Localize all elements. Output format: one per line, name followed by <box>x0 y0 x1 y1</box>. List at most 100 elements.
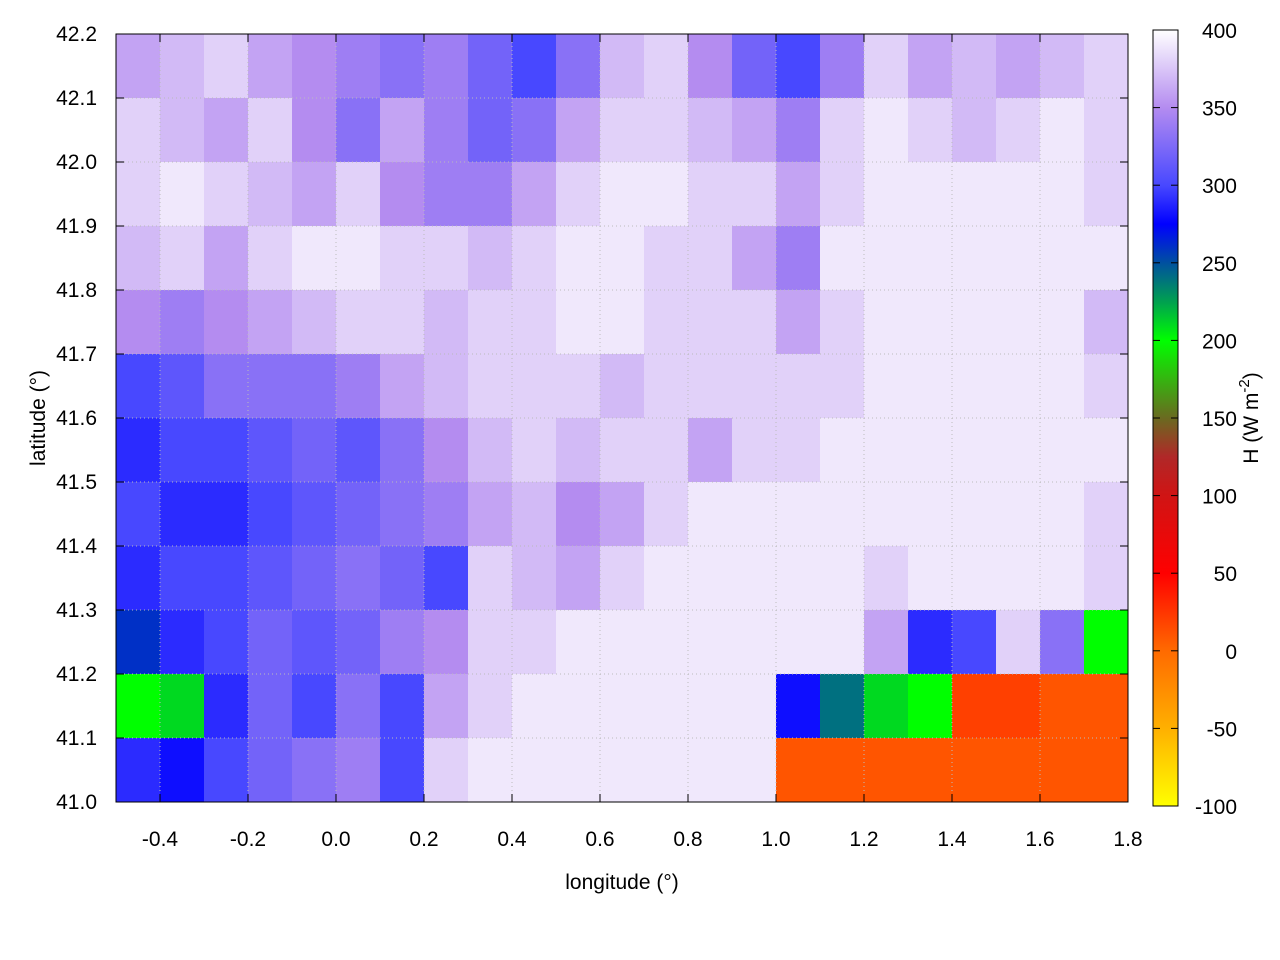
colorbar-label: H (W m-2) <box>1236 372 1263 464</box>
heatmap-cell <box>160 610 205 675</box>
heatmap-cell <box>1040 290 1085 355</box>
heatmap-cell <box>468 354 513 419</box>
heatmap-cell <box>996 226 1041 291</box>
colorbar-label-main: H (W m <box>1240 393 1263 464</box>
heatmap-cell <box>820 610 865 675</box>
heatmap-cell <box>864 482 909 547</box>
heatmap-cell <box>820 674 865 739</box>
heatmap-cell <box>776 738 821 802</box>
heatmap-cell <box>424 162 469 227</box>
heatmap-cell <box>996 354 1041 419</box>
heatmap-cell <box>512 418 557 483</box>
heatmap-cell <box>380 354 425 419</box>
heatmap-cell <box>688 34 733 99</box>
heatmap-cell <box>600 290 645 355</box>
heatmap-cell <box>1084 354 1128 419</box>
x-tick-label: -0.2 <box>230 828 266 851</box>
heatmap-cell <box>380 610 425 675</box>
heatmap-cell <box>204 98 249 163</box>
heatmap-cell <box>248 674 293 739</box>
heatmap-cell <box>864 418 909 483</box>
heatmap-cell <box>1084 162 1128 227</box>
heatmap-cell <box>556 546 601 611</box>
heatmap-cell <box>424 546 469 611</box>
heatmap-cell <box>116 226 161 291</box>
heatmap-cell <box>952 98 997 163</box>
heatmap-cell <box>556 98 601 163</box>
heatmap-cell <box>908 482 953 547</box>
heatmap-cell <box>556 738 601 802</box>
heatmap-cell <box>556 354 601 419</box>
heatmap-cell <box>732 610 777 675</box>
x-tick-label: 1.4 <box>937 828 967 851</box>
heatmap-cell <box>908 546 953 611</box>
heatmap-cell <box>556 610 601 675</box>
heatmap-cell <box>512 738 557 802</box>
x-tick-label: 0.4 <box>497 828 527 851</box>
heatmap-cell <box>688 226 733 291</box>
heatmap-cell <box>908 34 953 99</box>
heatmap-cell <box>204 546 249 611</box>
heatmap-cell <box>644 98 689 163</box>
heatmap-cell <box>776 546 821 611</box>
heatmap-cell <box>116 34 161 99</box>
heatmap-cell <box>688 98 733 163</box>
heatmap-cell <box>512 98 557 163</box>
heatmap-cell <box>996 738 1041 802</box>
heatmap-cell <box>248 354 293 419</box>
y-axis-label: latitude (°) <box>27 370 50 466</box>
heatmap-cell <box>908 226 953 291</box>
heatmap-cell <box>908 610 953 675</box>
heatmap-cell <box>468 290 513 355</box>
heatmap-cells <box>116 34 1128 802</box>
heatmap-cell <box>468 162 513 227</box>
heatmap-cell <box>1040 482 1085 547</box>
heatmap-cell <box>292 226 337 291</box>
heatmap-cell <box>776 34 821 99</box>
heatmap-cell <box>996 482 1041 547</box>
heatmap-cell <box>116 610 161 675</box>
heatmap-cell <box>600 418 645 483</box>
heatmap-cell <box>204 226 249 291</box>
heatmap-cell <box>336 34 381 99</box>
colorbar-tick-label: 200 <box>1202 330 1237 353</box>
heatmap-cell <box>644 226 689 291</box>
heatmap-cell <box>336 482 381 547</box>
heatmap-cell <box>952 610 997 675</box>
heatmap-cell <box>204 354 249 419</box>
heatmap-cell <box>380 482 425 547</box>
heatmap-cell <box>424 418 469 483</box>
colorbar-tick-label: 150 <box>1202 408 1237 431</box>
x-tick-label: 1.0 <box>761 828 790 851</box>
heatmap-cell <box>996 674 1041 739</box>
heatmap-cell <box>908 290 953 355</box>
heatmap-cell <box>864 674 909 739</box>
heatmap-cell <box>468 418 513 483</box>
heatmap-cell <box>380 162 425 227</box>
heatmap-cell <box>952 482 997 547</box>
heatmap-cell <box>116 290 161 355</box>
heatmap-cell <box>996 546 1041 611</box>
heatmap-cell <box>908 354 953 419</box>
heatmap-cell <box>204 674 249 739</box>
colorbar-tick-label: 400 <box>1202 20 1237 43</box>
heatmap-cell <box>996 162 1041 227</box>
heatmap-cell <box>424 674 469 739</box>
heatmap-cell <box>116 482 161 547</box>
heatmap-cell <box>468 674 513 739</box>
heatmap-cell <box>864 162 909 227</box>
heatmap-cell <box>424 738 469 802</box>
heatmap-cell <box>160 290 205 355</box>
heatmap-cell <box>600 34 645 99</box>
heatmap-cell <box>952 354 997 419</box>
x-tick-label: 1.6 <box>1025 828 1054 851</box>
heatmap-cell <box>116 546 161 611</box>
colorbar-axis: -100 -50 0 50 100 150 200 250 300 350 400 <box>1153 20 1237 819</box>
heatmap-cell <box>204 738 249 802</box>
colorbar-tick-label: 300 <box>1202 175 1237 198</box>
heatmap-cell <box>688 290 733 355</box>
x-tick-label: 0.6 <box>585 828 614 851</box>
heatmap-cell <box>688 418 733 483</box>
heatmap-cell <box>336 162 381 227</box>
heatmap-cell <box>732 546 777 611</box>
